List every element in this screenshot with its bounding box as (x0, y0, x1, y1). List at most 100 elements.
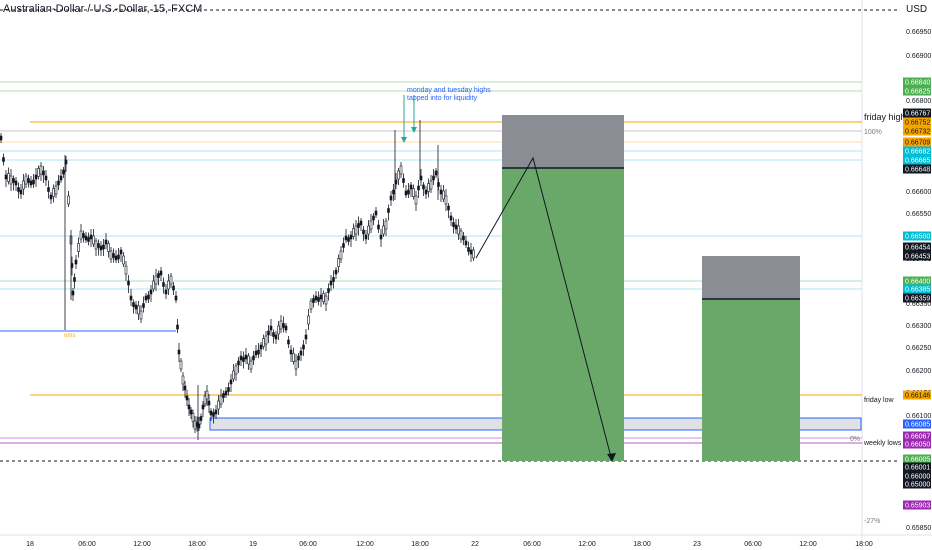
price-tick-label: 0.66300 (906, 323, 931, 330)
candle-body (292, 353, 295, 362)
price-tag: 0.66840 (903, 77, 931, 87)
time-tick-label: 18:00 (411, 541, 429, 548)
candle-body (362, 229, 365, 235)
candle-body (185, 395, 189, 401)
candle-body (201, 404, 205, 410)
candle-body (42, 170, 45, 176)
candle-body (219, 395, 223, 405)
svg-text:0.66454: 0.66454 (905, 245, 930, 252)
candle-body (157, 273, 160, 278)
friday-low-label: friday low (864, 397, 895, 404)
candle-body (9, 175, 13, 185)
short-position-target-1[interactable] (502, 168, 624, 461)
svg-text:0.66359: 0.66359 (905, 296, 930, 303)
price-tag: 0.66001 (903, 462, 931, 472)
candle-body (62, 169, 65, 175)
price-tag: 0.66067 (903, 431, 931, 441)
time-tick-label: 12:00 (799, 541, 817, 548)
candle-body (297, 355, 300, 361)
candle-body (29, 180, 33, 186)
candle-body (177, 349, 181, 355)
candle-body (54, 185, 58, 195)
short-position-risk-2[interactable] (702, 256, 800, 299)
price-tag: 0.66454 (903, 242, 931, 252)
candle-body (89, 234, 93, 240)
candle-body (259, 344, 263, 350)
candle-body (193, 420, 197, 430)
candle-body (237, 360, 240, 366)
price-tick-label: 0.66550 (906, 211, 931, 218)
liquidity-note-line1[interactable]: monday and tuesday highs (407, 87, 491, 94)
candle-body (469, 249, 473, 255)
svg-text:0.66400: 0.66400 (905, 279, 930, 286)
price-tag: 0.66732 (903, 126, 931, 136)
short-position-target-2[interactable] (702, 299, 800, 461)
candle-body (287, 339, 290, 345)
candle-body (342, 243, 345, 248)
projection-path[interactable] (475, 156, 613, 462)
candle-body (464, 240, 468, 246)
svg-text:0.66146: 0.66146 (905, 393, 930, 400)
candle-body (414, 195, 418, 205)
svg-text:0.66005: 0.66005 (905, 457, 930, 464)
svg-text:0.66050: 0.66050 (905, 442, 930, 449)
candle-body (94, 240, 98, 250)
candle-body (122, 255, 125, 265)
candle-body (444, 195, 448, 205)
price-tag: 0.66085 (903, 419, 931, 429)
currency-label[interactable]: USD (906, 4, 928, 15)
candle-body (209, 410, 213, 416)
candle-body (203, 395, 207, 405)
svg-text:0.66682: 0.66682 (905, 149, 930, 156)
price-tick-label: 0.66250 (906, 345, 931, 352)
time-tick-label: 18:00 (633, 541, 651, 548)
candle-body (2, 157, 5, 162)
candle-body (329, 280, 333, 286)
svg-text:0.66385: 0.66385 (905, 287, 930, 294)
candle-body (462, 235, 465, 241)
time-tick-label: 22 (471, 541, 479, 548)
candle-body (71, 290, 75, 296)
candle-body (119, 249, 123, 255)
candle-body (102, 244, 105, 250)
candle-body (154, 275, 158, 285)
candle-body (427, 183, 430, 192)
price-tick-label: 0.66200 (906, 368, 931, 375)
candle-body (332, 277, 335, 282)
candle-body (344, 235, 348, 241)
candle-body (279, 320, 283, 330)
candle-body (359, 220, 363, 226)
candle-body (92, 235, 95, 245)
candle-body (124, 265, 128, 275)
candle-body (172, 285, 175, 291)
price-tag: 0.66400 (903, 276, 931, 286)
candle-body (454, 224, 458, 230)
candle-body (249, 360, 253, 370)
candle-body (379, 234, 383, 240)
candle-body (399, 165, 403, 175)
short-position-risk-1[interactable] (502, 115, 624, 168)
candle-body (205, 390, 209, 400)
candle-body (374, 210, 378, 216)
candle-body (34, 174, 38, 180)
candle-body (397, 170, 400, 180)
symbol-title[interactable]: Australian-Dollar / U.S.-Dollar, 15, FXC… (3, 3, 203, 15)
candle-body (449, 215, 453, 221)
candle-body (7, 173, 10, 182)
price-tag: 0.66709 (903, 137, 931, 147)
candle-body (152, 280, 155, 290)
candle-body (191, 413, 195, 422)
candle-body (224, 390, 228, 396)
candle-body (189, 409, 193, 415)
candle-body (47, 187, 50, 192)
candle-body (227, 387, 230, 392)
candle-body (387, 208, 390, 213)
candle-body (424, 189, 428, 195)
svg-text:0.66825: 0.66825 (905, 89, 930, 96)
liquidity-note-line2[interactable]: tapped into for liquidity (407, 95, 478, 102)
time-tick-label: 19 (249, 541, 257, 548)
candle-body (67, 195, 70, 205)
time-tick-label: 23 (693, 541, 701, 548)
